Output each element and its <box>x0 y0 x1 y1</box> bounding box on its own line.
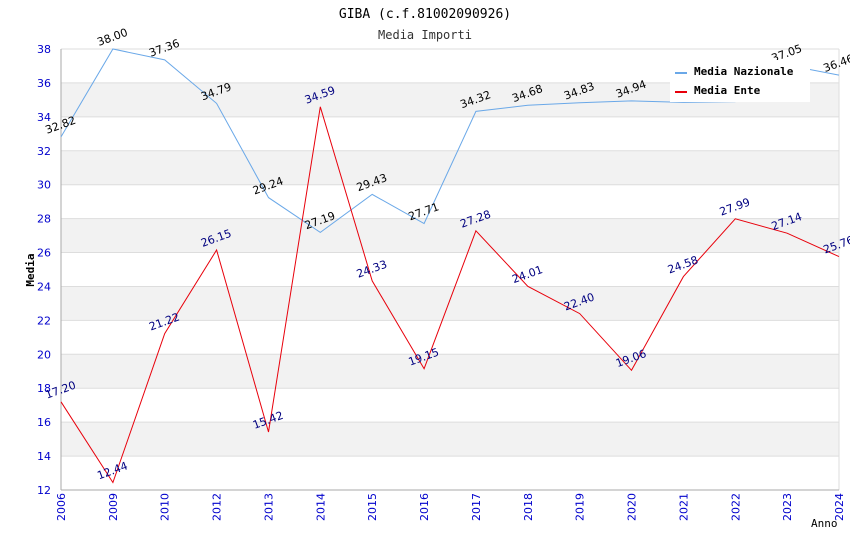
legend-box <box>670 60 810 102</box>
grid-band <box>61 456 839 490</box>
x-tick-label: 2021 <box>677 493 690 521</box>
x-tick-label: 2009 <box>107 493 120 521</box>
x-tick-label: 2012 <box>211 493 224 521</box>
x-tick-label: 2017 <box>470 493 483 521</box>
y-axis: 12 14 16 18 20 22 24 26 28 30 32 34 36 38 <box>37 43 62 497</box>
x-axis-label: Anno <box>811 517 838 530</box>
y-tick-label: 30 <box>37 179 51 192</box>
x-tick-label: 2019 <box>574 493 587 521</box>
x-tick-label: 2014 <box>314 493 327 521</box>
legend-label: Media Nazionale <box>694 65 794 78</box>
y-axis-label: Media <box>24 253 37 286</box>
x-tick-label: 2022 <box>729 493 742 521</box>
y-tick-label: 12 <box>37 484 51 497</box>
grid-band <box>61 116 839 151</box>
y-tick-label: 20 <box>37 348 51 361</box>
grid-band <box>61 184 839 219</box>
grid-band <box>61 422 839 457</box>
legend-label: Media Ente <box>694 84 761 97</box>
y-tick-label: 24 <box>37 280 51 293</box>
x-tick-label: 2015 <box>366 493 379 521</box>
y-tick-label: 16 <box>37 416 51 429</box>
chart-title: GIBA (c.f.81002090926) <box>339 7 511 22</box>
x-tick-label: 2018 <box>522 493 535 521</box>
chart-subtitle: Media Importi <box>378 28 472 42</box>
grid-band <box>61 388 839 423</box>
grid-band <box>61 252 839 287</box>
y-tick-label: 34 <box>37 111 51 124</box>
x-tick-label: 2020 <box>626 493 639 521</box>
x-axis: 2006 2009 2010 2012 2013 2014 2015 2016 2017 2018… <box>55 489 846 521</box>
y-tick-label: 28 <box>37 213 51 226</box>
y-tick-label: 32 <box>37 145 51 158</box>
grid-band <box>61 354 839 389</box>
grid-bands <box>61 48 840 491</box>
legend: Media Nazionale Media Ente <box>670 60 810 102</box>
y-tick-label: 22 <box>37 314 51 327</box>
grid-band <box>61 320 839 355</box>
series-line-media-ente <box>60 106 840 484</box>
y-tick-label: 14 <box>37 450 51 463</box>
x-tick-label: 2024 <box>833 493 846 521</box>
data-label: 38.00 <box>95 26 129 49</box>
y-tick-label: 18 <box>37 382 51 395</box>
x-tick-label: 2016 <box>418 493 431 521</box>
y-tick-label: 36 <box>37 77 51 90</box>
x-tick-label: 2013 <box>262 493 275 521</box>
x-tick-label: 2010 <box>159 493 172 521</box>
x-tick-label: 2006 <box>55 493 68 521</box>
grid-band <box>61 218 839 253</box>
y-tick-label: 26 <box>37 247 51 260</box>
y-tick-label: 38 <box>37 43 51 56</box>
x-tick-label: 2023 <box>781 493 794 521</box>
